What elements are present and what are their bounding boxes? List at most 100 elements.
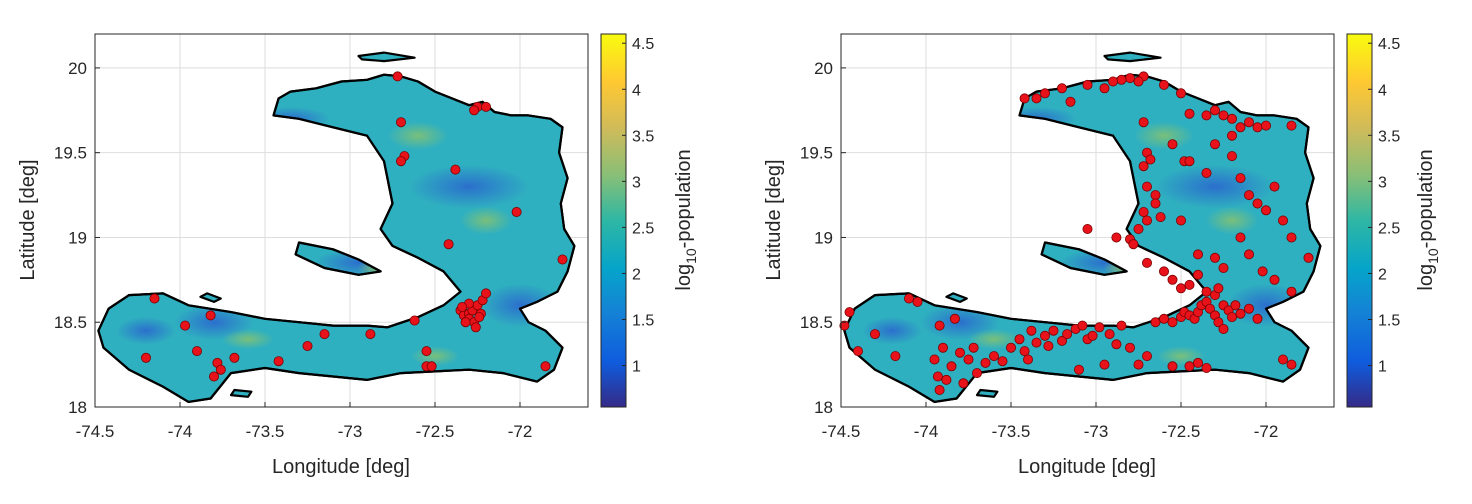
- data-point: [1201, 167, 1212, 178]
- data-point: [1062, 329, 1073, 340]
- data-point: [1192, 249, 1203, 260]
- data-point: [1235, 122, 1246, 133]
- low-population-area: [480, 283, 560, 328]
- data-point: [1252, 122, 1263, 133]
- data-point: [1192, 357, 1203, 368]
- data-point: [1087, 330, 1098, 341]
- data-point: [1209, 105, 1220, 116]
- data-point: [470, 322, 481, 333]
- x-tick-label: -72.5: [1162, 422, 1201, 441]
- data-point: [1099, 83, 1110, 94]
- x-axis-label: Longitude [deg]: [1018, 456, 1156, 478]
- data-point: [273, 356, 284, 367]
- data-point: [1201, 286, 1212, 297]
- data-point: [1150, 317, 1161, 328]
- data-point: [302, 340, 313, 351]
- high-population-area: [460, 206, 512, 235]
- data-point: [1286, 232, 1297, 243]
- x-axis-label: Longitude [deg]: [272, 456, 410, 478]
- high-population-area: [968, 329, 1020, 350]
- data-point: [1175, 88, 1186, 99]
- data-point: [1082, 223, 1093, 234]
- data-point: [1209, 252, 1220, 263]
- data-point: [1261, 205, 1272, 216]
- data-point: [1201, 362, 1212, 373]
- y-tick-label: 18.5: [800, 313, 833, 332]
- data-point: [870, 329, 881, 340]
- x-tick-label: -73.5: [992, 422, 1031, 441]
- data-point: [1235, 308, 1246, 319]
- data-point: [997, 356, 1008, 367]
- data-point: [1243, 190, 1254, 201]
- data-point: [1116, 320, 1127, 331]
- data-point: [1252, 313, 1263, 324]
- colorbar-tick-label: 4: [1378, 82, 1387, 99]
- x-ticks: -74.5 -74 -73.5 -73 -72.5 -72: [822, 402, 1278, 441]
- colorbar-tick-label: 3: [1378, 174, 1387, 191]
- data-point: [450, 164, 461, 175]
- data-point: [1213, 317, 1224, 328]
- x-tick-label: -74.5: [822, 422, 861, 441]
- data-point: [1138, 206, 1149, 217]
- data-point: [1133, 223, 1144, 234]
- data-point: [1150, 198, 1161, 209]
- colorbar-label: log10-population: [1415, 149, 1441, 290]
- data-point: [1128, 239, 1139, 250]
- data-point: [319, 329, 330, 340]
- y-tick-label: 19.5: [54, 144, 87, 163]
- data-point: [1065, 96, 1076, 107]
- data-point: [1286, 286, 1297, 297]
- data-point: [1235, 173, 1246, 184]
- low-population-area: [1059, 248, 1150, 277]
- vache-island: [975, 388, 999, 398]
- y-ticks: 18 18.5 19 19.5 20: [54, 59, 100, 417]
- x-tick-label: -73: [338, 422, 363, 441]
- data-point: [426, 361, 437, 372]
- data-point: [988, 351, 999, 362]
- data-point: [1213, 283, 1224, 294]
- data-point: [1077, 320, 1088, 331]
- colorbar-label: log10-population: [673, 149, 699, 290]
- data-point: [1056, 335, 1067, 346]
- land: [97, 51, 576, 403]
- data-point: [1104, 329, 1115, 340]
- data-point: [937, 342, 948, 353]
- data-point: [557, 254, 568, 265]
- data-point: [480, 101, 491, 112]
- plot-frame: [840, 33, 1335, 408]
- data-point: [1218, 262, 1229, 273]
- y-axis-label: Latitude [deg]: [763, 159, 785, 280]
- data-point: [1048, 325, 1059, 336]
- data-point: [443, 239, 454, 250]
- data-points: [839, 71, 1314, 395]
- y-tick-label: 19: [814, 228, 833, 247]
- data-point: [963, 354, 974, 365]
- data-point: [409, 315, 420, 326]
- x-tick-label: -74: [168, 422, 193, 441]
- data-point: [1201, 110, 1212, 121]
- y-tick-label: 18: [68, 398, 87, 417]
- colorbar-tick-label: 1.5: [632, 313, 654, 330]
- data-point: [1022, 354, 1033, 365]
- data-point: [1226, 312, 1237, 323]
- data-point: [460, 317, 471, 328]
- data-point: [392, 71, 403, 82]
- data-point: [1005, 342, 1016, 353]
- data-point: [457, 301, 468, 312]
- data-point: [968, 342, 979, 353]
- colorbar-tick-label: 4: [632, 82, 641, 99]
- x-tick-label: -72: [508, 422, 533, 441]
- data-point: [1226, 113, 1237, 124]
- tortuga-island: [1103, 51, 1162, 63]
- coastline: [843, 73, 1322, 403]
- data-point: [1043, 340, 1054, 351]
- coastline: [294, 241, 382, 276]
- data-point: [1158, 313, 1169, 324]
- colorbar-tick-label: 4.5: [632, 36, 654, 53]
- colorbar: [1346, 33, 1373, 408]
- data-point: [1107, 76, 1118, 87]
- colorbar-tick-label: 2.5: [632, 220, 654, 237]
- data-point: [1014, 334, 1025, 345]
- data-point: [946, 361, 957, 372]
- data-point: [205, 310, 216, 321]
